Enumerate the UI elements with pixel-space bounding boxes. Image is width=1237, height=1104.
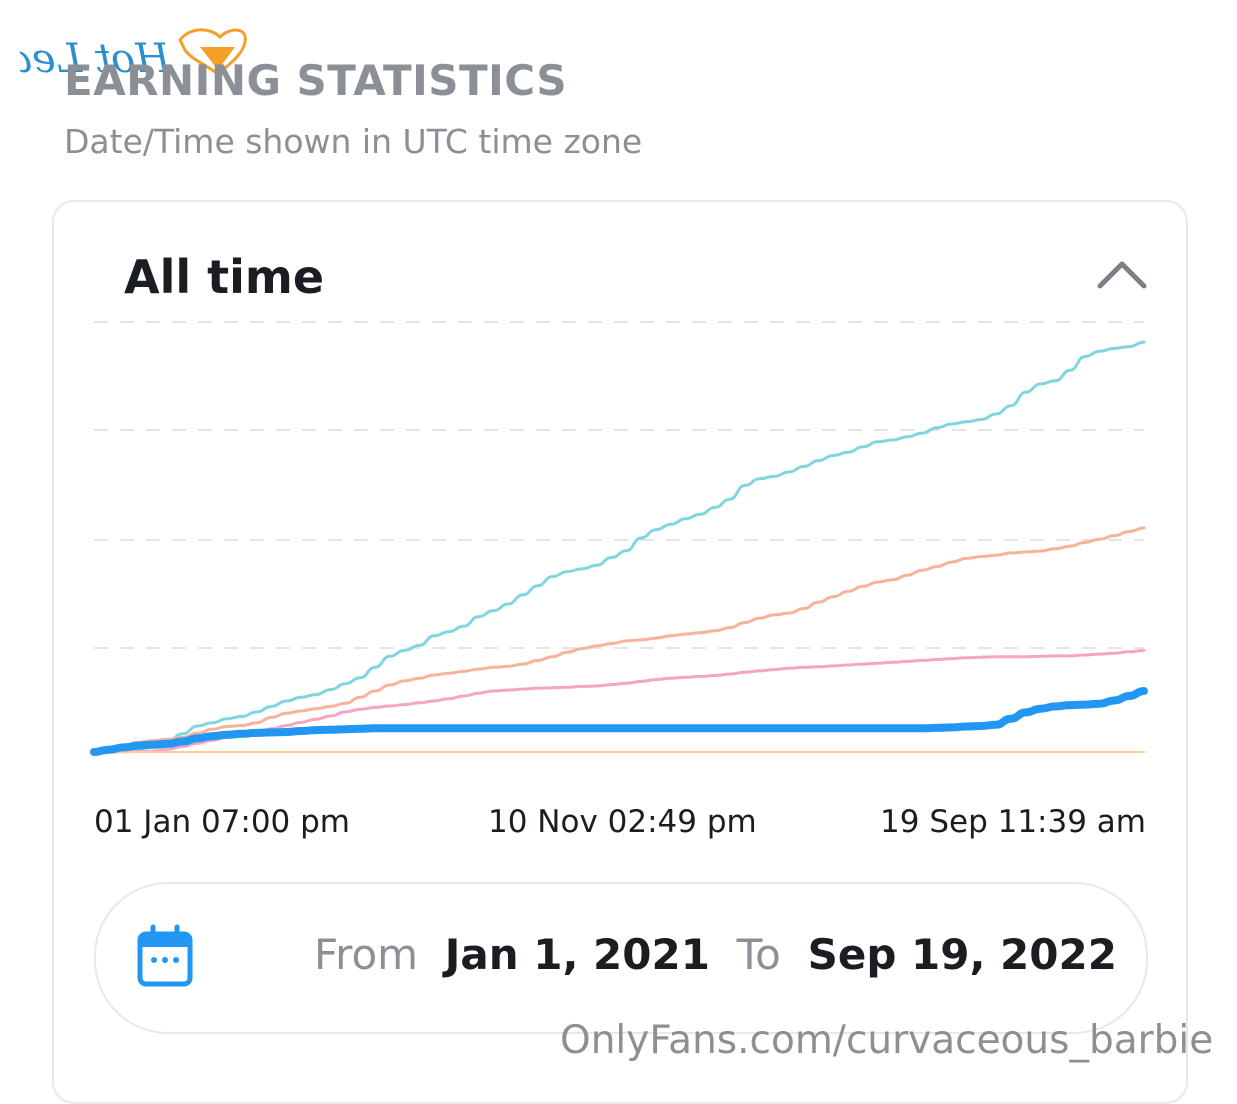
from-date: Jan 1, 2021 <box>444 930 710 979</box>
card-title: All time <box>124 250 325 304</box>
earnings-card: All time 01 Jan 07:00 pm 10 Nov 02:49 pm… <box>52 200 1188 1104</box>
page-subtitle: Date/Time shown in UTC time zone <box>64 122 643 161</box>
date-range-text: From Jan 1, 2021 To Sep 19, 2022 <box>314 930 1117 979</box>
x-tick-label: 19 Sep 11:39 am <box>880 804 1146 840</box>
logo-script-text: Hot Leak <box>20 36 171 82</box>
series-line-5 <box>90 687 1148 756</box>
to-label: To <box>736 930 781 979</box>
x-tick-label: 01 Jan 07:00 pm <box>94 804 351 840</box>
page-title: EARNING STATISTICS <box>64 56 568 105</box>
logo-heart-icon <box>178 28 247 77</box>
from-label: From <box>314 930 419 979</box>
logo-bikini-icon <box>200 47 235 70</box>
series-line-1 <box>92 340 1146 754</box>
earnings-chart <box>90 321 1148 756</box>
to-date: Sep 19, 2022 <box>807 930 1117 979</box>
calendar-icon[interactable] <box>136 924 194 988</box>
hot-leak-logo: Hot Leak <box>20 28 247 82</box>
chevron-up-icon[interactable] <box>1094 254 1150 294</box>
series-line-2 <box>92 526 1146 754</box>
x-tick-label: 10 Nov 02:49 pm <box>488 804 757 840</box>
date-range-picker[interactable]: From Jan 1, 2021 To Sep 19, 2022 <box>94 882 1148 1034</box>
watermark: OnlyFans.com/curvaceous_barbie <box>560 1018 1214 1063</box>
